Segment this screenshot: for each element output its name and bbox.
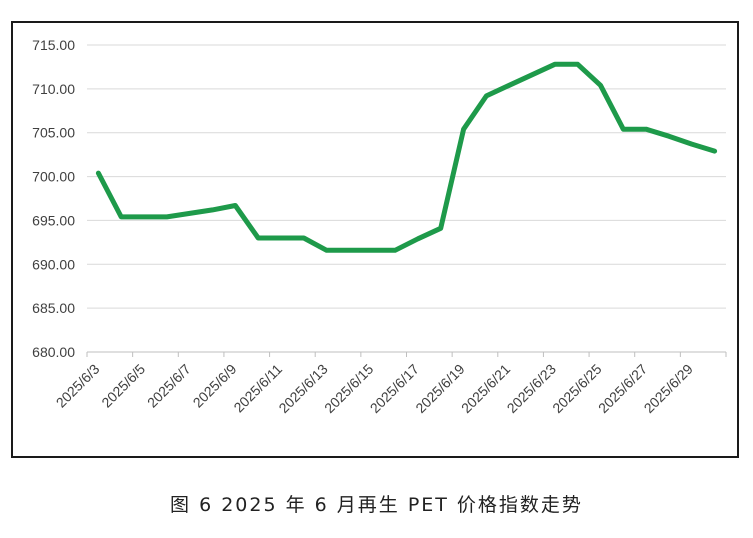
y-tick-label: 685.00 — [32, 300, 75, 316]
chart-frame: 680.00 685.00 690.00 695.00 700.00 705.00 710.… — [11, 21, 739, 458]
y-tick-label: 700.00 — [32, 169, 75, 185]
x-tick-label: 2025/6/3 — [53, 361, 103, 411]
y-tick-label: 695.00 — [32, 212, 75, 228]
line-chart: 680.00 685.00 690.00 695.00 700.00 705.00 710.… — [32, 37, 727, 417]
y-tick-label: 715.00 — [32, 37, 75, 53]
x-tick-label: 2025/6/17 — [367, 361, 423, 417]
x-tick-label: 2025/6/27 — [595, 361, 651, 417]
x-tick-label: 2025/6/13 — [275, 361, 331, 417]
series-line — [95, 61, 718, 253]
x-axis-ticks: 2025/6/32025/6/52025/6/72025/6/92025/6/1… — [53, 361, 696, 417]
figure-caption: 图 6 2025 年 6 月再生 PET 价格指数走势 — [170, 494, 583, 516]
y-tick-label: 705.00 — [32, 125, 75, 141]
x-tick-label: 2025/6/25 — [549, 361, 605, 417]
x-tick-label: 2025/6/23 — [504, 361, 560, 417]
y-tick-label: 680.00 — [32, 344, 75, 360]
x-axis — [86, 351, 727, 357]
x-tick-label: 2025/6/29 — [641, 361, 697, 417]
y-tick-label: 690.00 — [32, 256, 75, 272]
x-tick-label: 2025/6/5 — [98, 361, 148, 411]
x-tick-label: 2025/6/19 — [412, 361, 468, 417]
x-tick-label: 2025/6/7 — [144, 361, 194, 411]
gridlines — [87, 44, 726, 309]
x-tick-label: 2025/6/21 — [458, 361, 514, 417]
x-tick-label: 2025/6/15 — [321, 361, 377, 417]
y-tick-label: 710.00 — [32, 81, 75, 97]
series-layer — [95, 61, 718, 253]
y-axis-ticks: 680.00 685.00 690.00 695.00 700.00 705.00 710.… — [32, 37, 75, 360]
